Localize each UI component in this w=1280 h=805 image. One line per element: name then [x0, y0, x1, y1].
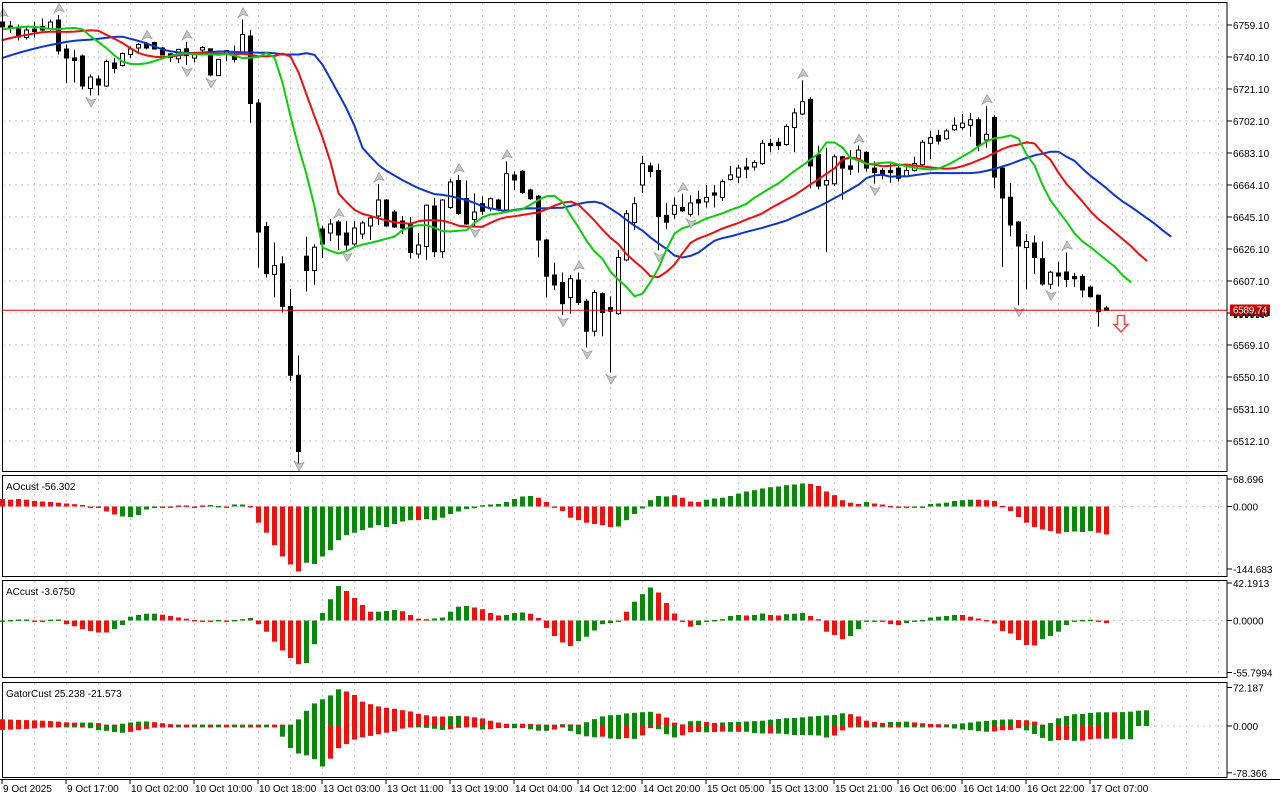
svg-text:68.696: 68.696 — [1233, 475, 1264, 486]
svg-text:14 Oct 04:00: 14 Oct 04:00 — [515, 784, 573, 795]
svg-text:13 Oct 11:00: 13 Oct 11:00 — [387, 784, 444, 795]
svg-text:14 Oct 12:00: 14 Oct 12:00 — [579, 784, 637, 795]
svg-text:6664.10: 6664.10 — [1233, 181, 1270, 192]
svg-text:6626.10: 6626.10 — [1233, 245, 1270, 256]
svg-text:6759.10: 6759.10 — [1233, 21, 1270, 32]
svg-text:10 Oct 10:00: 10 Oct 10:00 — [195, 784, 253, 795]
svg-text:6702.10: 6702.10 — [1233, 117, 1270, 128]
svg-text:6588.10: 6588.10 — [1233, 309, 1270, 320]
svg-text:6589.74: 6589.74 — [1233, 306, 1268, 317]
svg-text:ACcust -3.6750: ACcust -3.6750 — [6, 587, 75, 598]
svg-text:17 Oct 07:00: 17 Oct 07:00 — [1091, 784, 1149, 795]
svg-text:0.000: 0.000 — [1233, 503, 1258, 514]
svg-text:-55.7994: -55.7994 — [1233, 669, 1273, 680]
svg-text:6740.10: 6740.10 — [1233, 53, 1270, 64]
svg-text:10 Oct 02:00: 10 Oct 02:00 — [131, 784, 189, 795]
svg-text:6721.10: 6721.10 — [1233, 85, 1270, 96]
svg-text:6569.10: 6569.10 — [1233, 341, 1270, 352]
svg-text:6531.10: 6531.10 — [1233, 405, 1270, 416]
svg-text:6550.10: 6550.10 — [1233, 373, 1270, 384]
svg-text:15 Oct 05:00: 15 Oct 05:00 — [707, 784, 765, 795]
svg-text:6607.10: 6607.10 — [1233, 277, 1270, 288]
svg-text:13 Oct 03:00: 13 Oct 03:00 — [323, 784, 381, 795]
svg-text:16 Oct 22:00: 16 Oct 22:00 — [1027, 784, 1085, 795]
svg-text:6645.10: 6645.10 — [1233, 213, 1270, 224]
svg-text:6512.10: 6512.10 — [1233, 437, 1270, 448]
svg-text:-78.366: -78.366 — [1233, 769, 1267, 780]
svg-text:15 Oct 21:00: 15 Oct 21:00 — [835, 784, 893, 795]
svg-text:72.187: 72.187 — [1233, 684, 1264, 695]
svg-text:9 Oct 17:00: 9 Oct 17:00 — [67, 784, 119, 795]
svg-text:16 Oct 06:00: 16 Oct 06:00 — [899, 784, 957, 795]
svg-text:9 Oct 2025: 9 Oct 2025 — [3, 784, 52, 795]
svg-text:0.0000: 0.0000 — [1233, 617, 1264, 628]
svg-text:GatorCust 25.238 -21.573: GatorCust 25.238 -21.573 — [6, 689, 122, 700]
svg-text:13 Oct 19:00: 13 Oct 19:00 — [451, 784, 509, 795]
svg-text:15 Oct 13:00: 15 Oct 13:00 — [771, 784, 829, 795]
svg-text:-144.683: -144.683 — [1233, 565, 1273, 576]
svg-text:0.000: 0.000 — [1233, 722, 1258, 733]
svg-text:16 Oct 14:00: 16 Oct 14:00 — [963, 784, 1021, 795]
svg-text:14 Oct 20:00: 14 Oct 20:00 — [643, 784, 701, 795]
svg-text:42.1913: 42.1913 — [1233, 579, 1270, 590]
svg-text:10 Oct 18:00: 10 Oct 18:00 — [259, 784, 317, 795]
svg-text:6683.10: 6683.10 — [1233, 149, 1270, 160]
svg-text:AOcust -56.302: AOcust -56.302 — [6, 482, 76, 493]
